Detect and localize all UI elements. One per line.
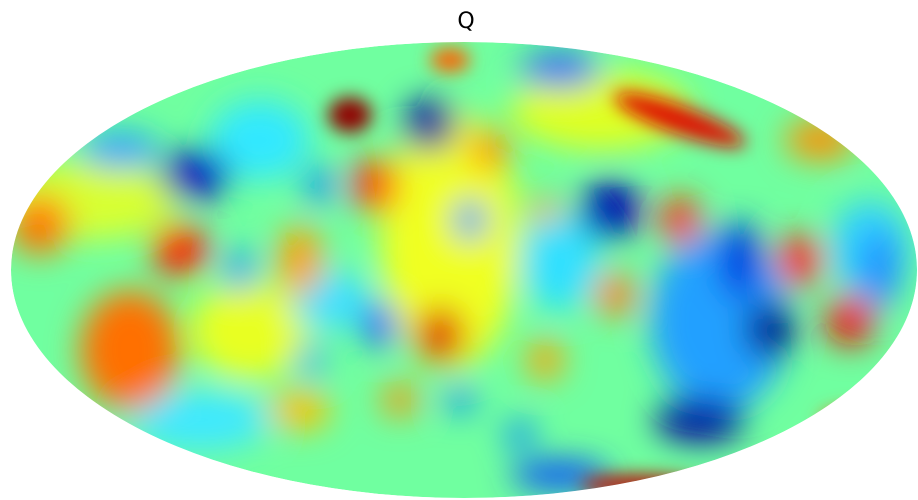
sky-field — [0, 42, 917, 498]
mollweide-map: Q — [0, 0, 918, 500]
page: {"title": "Q"} Q — [0, 0, 918, 500]
map-title: Q — [457, 9, 474, 34]
